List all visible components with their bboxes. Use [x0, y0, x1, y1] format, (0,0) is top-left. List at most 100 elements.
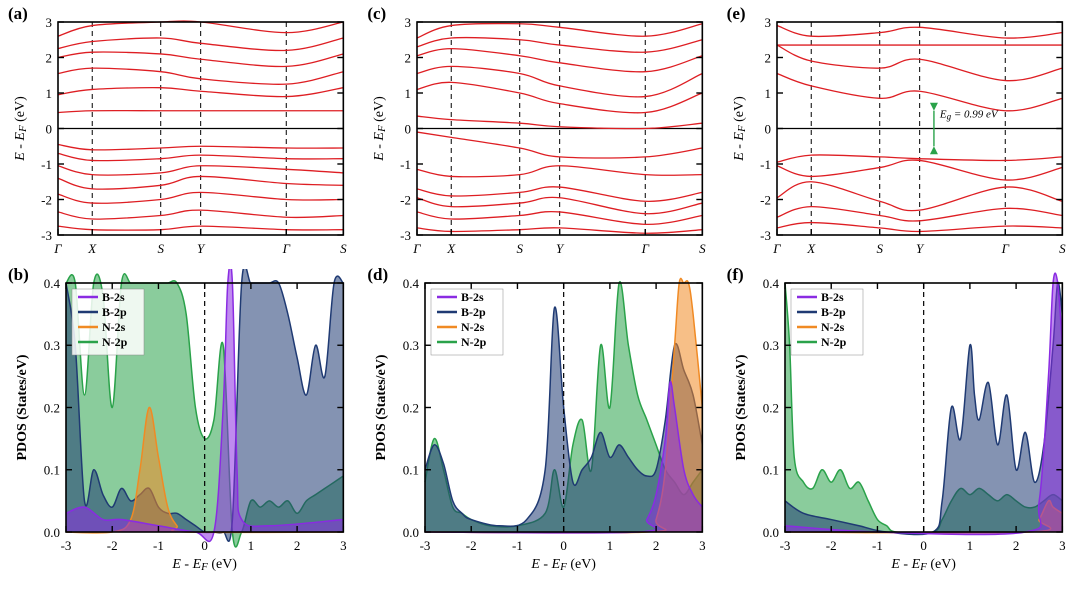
svg-text:N-2s: N-2s: [102, 320, 126, 334]
svg-text:N-2s: N-2s: [461, 320, 485, 334]
svg-text:2: 2: [405, 51, 412, 66]
svg-text:0.4: 0.4: [762, 276, 779, 291]
panel-label: (c): [367, 4, 386, 24]
svg-text:0.3: 0.3: [762, 338, 778, 353]
svg-text:Y: Y: [916, 241, 925, 256]
svg-text:B-2p: B-2p: [102, 305, 127, 319]
svg-text:2: 2: [294, 538, 301, 553]
svg-text:B-2p: B-2p: [461, 305, 486, 319]
svg-text:-3: -3: [61, 538, 72, 553]
svg-text:0.1: 0.1: [403, 463, 419, 478]
panel-b: (b)0.00.10.20.30.4-3-2-10123E - EF (eV)P…: [8, 269, 353, 574]
svg-text:Γ: Γ: [282, 241, 291, 256]
svg-text:0.2: 0.2: [762, 401, 778, 416]
svg-text:E - EF (eV): E - EF (eV): [732, 96, 748, 162]
panel-a: (a)-3-2-10123ΓXSYΓSE - EF (eV): [8, 8, 353, 263]
svg-text:2: 2: [764, 51, 771, 66]
svg-text:-1: -1: [153, 538, 164, 553]
svg-text:0: 0: [764, 122, 771, 137]
svg-text:-3: -3: [400, 228, 411, 243]
svg-text:0.3: 0.3: [403, 338, 419, 353]
svg-text:0.2: 0.2: [403, 401, 419, 416]
svg-text:0.2: 0.2: [44, 401, 60, 416]
svg-text:-1: -1: [400, 157, 411, 172]
svg-text:Γ: Γ: [53, 241, 62, 256]
svg-text:0.0: 0.0: [762, 525, 778, 540]
panel-label: (e): [727, 4, 746, 24]
svg-text:-2: -2: [825, 538, 836, 553]
svg-text:-2: -2: [400, 192, 411, 207]
svg-text:Γ: Γ: [1000, 241, 1009, 256]
svg-text:0.0: 0.0: [403, 525, 419, 540]
svg-text:3: 3: [45, 15, 52, 30]
panel-d: (d)0.00.10.20.30.4-3-2-10123E - EF (eV)P…: [367, 269, 712, 574]
svg-text:PDOS (States/eV): PDOS (States/eV): [374, 354, 389, 460]
svg-text:B-2s: B-2s: [461, 290, 484, 304]
svg-text:B-2s: B-2s: [102, 290, 125, 304]
svg-text:0.4: 0.4: [403, 276, 420, 291]
svg-text:2: 2: [1013, 538, 1020, 553]
svg-text:3: 3: [1059, 538, 1065, 553]
svg-text:-2: -2: [41, 192, 52, 207]
svg-text:0.1: 0.1: [44, 463, 60, 478]
svg-text:Γ: Γ: [772, 241, 781, 256]
svg-text:1: 1: [764, 86, 771, 101]
svg-text:-3: -3: [779, 538, 790, 553]
svg-text:B-2s: B-2s: [821, 290, 844, 304]
svg-text:-2: -2: [760, 192, 771, 207]
svg-text:S: S: [517, 241, 524, 256]
svg-text:0: 0: [201, 538, 208, 553]
svg-text:PDOS (States/eV): PDOS (States/eV): [15, 354, 30, 460]
svg-text:0.0: 0.0: [44, 525, 60, 540]
svg-text:-2: -2: [466, 538, 477, 553]
panel-label: (b): [8, 265, 29, 285]
svg-text:1: 1: [966, 538, 972, 553]
svg-text:0.4: 0.4: [44, 276, 61, 291]
svg-text:Γ: Γ: [641, 241, 650, 256]
svg-text:0.3: 0.3: [44, 338, 60, 353]
svg-text:-1: -1: [512, 538, 523, 553]
svg-text:1: 1: [45, 86, 52, 101]
panel-e: (e)Eg = 0.99 eV-3-2-10123ΓXSYΓSE - EF (e…: [727, 8, 1072, 263]
svg-text:S: S: [157, 241, 164, 256]
svg-text:E - EF (eV): E - EF (eV): [171, 557, 237, 573]
svg-text:Y: Y: [556, 241, 565, 256]
svg-text:1: 1: [405, 86, 412, 101]
svg-text:0.1: 0.1: [762, 463, 778, 478]
svg-text:-1: -1: [41, 157, 52, 172]
svg-text:0: 0: [45, 122, 52, 137]
panel-label: (a): [8, 4, 28, 24]
svg-text:X: X: [87, 241, 97, 256]
svg-text:-3: -3: [760, 228, 771, 243]
svg-text:S: S: [340, 241, 347, 256]
svg-text:E - EF (eV): E - EF (eV): [890, 557, 956, 573]
svg-text:N-2s: N-2s: [821, 320, 845, 334]
svg-text:PDOS (States/eV): PDOS (States/eV): [734, 354, 749, 460]
svg-text:-1: -1: [872, 538, 883, 553]
svg-text:E - EF (eV): E - EF (eV): [531, 557, 597, 573]
svg-text:S: S: [1059, 241, 1066, 256]
svg-text:1: 1: [607, 538, 613, 553]
svg-text:2: 2: [45, 51, 52, 66]
svg-text:E - EF (eV): E - EF (eV): [372, 96, 388, 162]
svg-text:3: 3: [340, 538, 346, 553]
svg-text:-3: -3: [420, 538, 431, 553]
svg-text:3: 3: [764, 15, 771, 30]
svg-text:2: 2: [653, 538, 660, 553]
svg-text:E - EF (eV): E - EF (eV): [13, 96, 29, 162]
panel-f: (f)0.00.10.20.30.4-3-2-10123E - EF (eV)P…: [727, 269, 1072, 574]
svg-text:X: X: [806, 241, 816, 256]
svg-text:-1: -1: [760, 157, 771, 172]
svg-text:Y: Y: [197, 241, 206, 256]
svg-text:B-2p: B-2p: [821, 305, 846, 319]
svg-text:X: X: [447, 241, 457, 256]
panel-label: (f): [727, 265, 744, 285]
svg-text:0: 0: [920, 538, 927, 553]
panel-label: (d): [367, 265, 388, 285]
svg-text:S: S: [699, 241, 706, 256]
svg-text:0: 0: [561, 538, 568, 553]
svg-text:S: S: [876, 241, 883, 256]
svg-text:0: 0: [405, 122, 412, 137]
svg-text:1: 1: [248, 538, 254, 553]
svg-text:Γ: Γ: [413, 241, 422, 256]
